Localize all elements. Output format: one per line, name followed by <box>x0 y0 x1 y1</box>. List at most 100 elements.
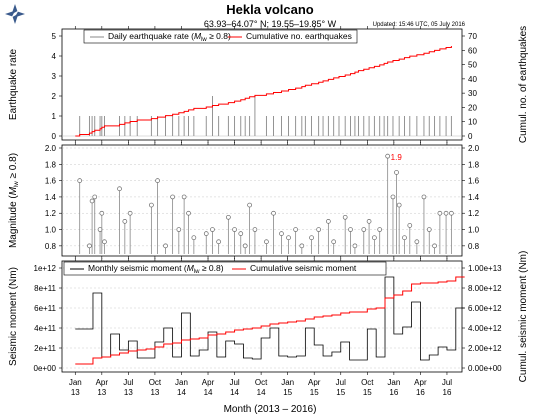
magnitude-point <box>92 194 98 200</box>
x-tick-label-month: Jul <box>336 378 346 387</box>
magnitude-point <box>449 210 454 216</box>
y-axis-label-right: Cumul. no. of earthquakes <box>518 26 529 143</box>
y-tick-label-right: 20 <box>468 103 477 112</box>
x-tick-label-year: 14 <box>257 388 266 397</box>
updated-timestamp: Updated: 15:46 UTC, 05 July 2016 <box>373 22 466 28</box>
x-tick-label-month: Jan <box>387 378 400 387</box>
magnitude-point <box>279 231 284 236</box>
y-axis-label-left: Earthquake rate <box>8 48 19 120</box>
magnitude-point <box>396 202 402 208</box>
legend-label-daily-part: M <box>194 31 202 41</box>
y-tick-label-left: 1.4 <box>45 193 57 202</box>
magnitude-point <box>390 194 396 200</box>
x-tick-label-year: 14 <box>204 388 213 397</box>
y-tick-label-right: 1.4 <box>468 193 480 202</box>
y-tick-label-right: 10 <box>468 118 477 127</box>
x-tick-label-month: Oct <box>255 378 268 387</box>
magnitude-point <box>421 194 427 200</box>
magnitude-point <box>309 235 314 241</box>
y-tick-label-left: 0.8 <box>45 242 57 251</box>
legend-label-monthly-part: ≥ 0.8) <box>199 263 223 273</box>
magnitude-point <box>87 243 92 249</box>
legend-label-daily: Daily earthquake rate (Mlw ≥ 0.8) <box>108 31 231 43</box>
compass-star-logo-icon <box>5 4 25 24</box>
monthly-moment-line <box>75 276 465 361</box>
legend-box <box>83 29 358 44</box>
magnitude-point <box>122 219 128 224</box>
x-tick-label-year: 16 <box>443 388 452 397</box>
panel-frame <box>61 144 463 257</box>
x-tick-label-month: Jul <box>123 378 133 387</box>
magnitude-point <box>252 227 258 232</box>
y-tick-label-left: 0 <box>52 132 57 141</box>
y-tick-label-left: 2 <box>52 92 57 101</box>
legend-label-daily-part: lw <box>201 37 207 43</box>
x-tick-label-month: Apr <box>202 378 215 387</box>
magnitude-point <box>316 227 321 232</box>
y-axis-label-magnitude-part: lw <box>14 181 20 187</box>
x-tick-label-month: Jan <box>281 378 294 387</box>
magnitude-point <box>77 178 83 183</box>
y-tick-label-left: 1 <box>52 112 57 121</box>
y-tick-label-left: 4e+11 <box>34 324 56 333</box>
x-tick-label-month: Oct <box>149 378 162 387</box>
max-magnitude-label: 1.9 <box>391 153 403 162</box>
legend-box <box>63 261 387 276</box>
y-tick-label-right: 1.6 <box>468 177 480 186</box>
y-tick-label-left: 1e+12 <box>34 264 57 273</box>
magnitude-point <box>293 227 298 232</box>
y-tick-label-right: 2.00e+12 <box>468 344 502 353</box>
magnitude-point <box>242 243 248 249</box>
legend-label-cumulative: Cumulative seismic moment <box>250 263 357 273</box>
y-tick-label-right: 8.00e+12 <box>468 284 502 293</box>
chart-title: Hekla volcano <box>226 2 313 17</box>
y-tick-label-right: 60 <box>468 46 477 55</box>
magnitude-point <box>385 153 391 159</box>
x-tick-label-month: Apr <box>96 378 109 387</box>
y-tick-label-left: 1.8 <box>45 160 57 169</box>
magnitude-point <box>264 239 269 245</box>
magnitude-point <box>247 202 252 208</box>
magnitude-point <box>149 202 154 208</box>
y-tick-label-left: 5 <box>52 32 57 41</box>
y-tick-label-left: 3 <box>52 72 57 81</box>
magnitude-point <box>216 239 221 245</box>
x-tick-label-year: 15 <box>363 388 372 397</box>
x-tick-label-year: 15 <box>283 388 292 397</box>
magnitude-point <box>443 210 449 216</box>
x-tick-label-year: 13 <box>150 388 159 397</box>
y-tick-label-right: 70 <box>468 32 477 41</box>
magnitude-point <box>361 227 367 232</box>
x-tick-label-year: 13 <box>124 388 133 397</box>
legend-label-daily-part: ≥ 0.8) <box>207 31 231 41</box>
y-axis-label-magnitude-part: Magnitude ( <box>8 195 19 248</box>
y-tick-label-right: 1.8 <box>468 160 480 169</box>
magnitude-point <box>99 210 105 216</box>
magnitude-point <box>89 198 95 204</box>
magnitude-point <box>155 178 160 183</box>
y-tick-label-right: 2.0 <box>468 144 480 153</box>
y-tick-label-left: 1.2 <box>45 209 57 218</box>
magnitude-point <box>117 186 122 192</box>
magnitude-point <box>186 210 191 216</box>
y-tick-label-left: 2.0 <box>45 144 57 153</box>
y-tick-label-right: 0.00e+00 <box>468 364 502 373</box>
y-tick-label-left: 1.0 <box>45 226 57 235</box>
magnitude-point <box>176 227 182 232</box>
x-tick-label-year: 15 <box>310 388 319 397</box>
y-axis-label-left: Seismic moment (Nm) <box>8 267 19 366</box>
legend-label-monthly-part: Monthly seismic moment ( <box>88 263 187 273</box>
legend-moment: Monthly seismic moment (Mlw ≥ 0.8) Cumula… <box>63 261 387 276</box>
magnitude-point <box>170 194 175 200</box>
y-axis-label-magnitude-part: ≥ 0.8) <box>8 153 19 181</box>
x-tick-label-year: 16 <box>389 388 398 397</box>
magnitude-point <box>127 210 133 216</box>
legend-label-daily-part: Daily earthquake rate ( <box>108 31 194 41</box>
x-tick-label-month: Jan <box>175 378 188 387</box>
magnitude-point <box>232 227 237 232</box>
x-tick-label-month: Apr <box>414 378 427 387</box>
magnitude-point <box>394 170 399 175</box>
legend-daily: Daily earthquake rate (Mlw ≥ 0.8) Cumulat… <box>83 29 358 44</box>
